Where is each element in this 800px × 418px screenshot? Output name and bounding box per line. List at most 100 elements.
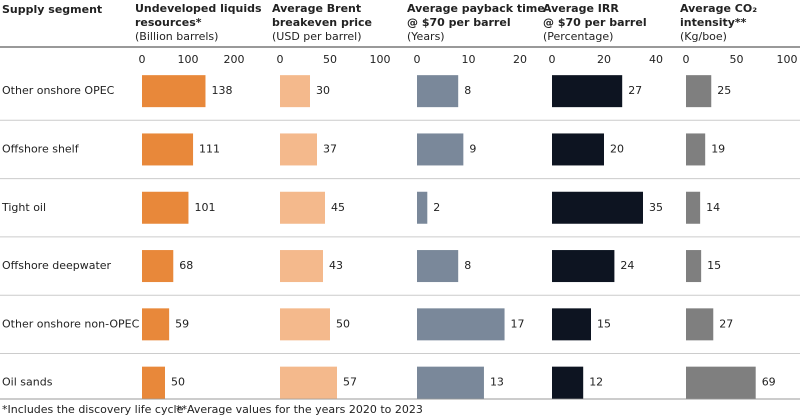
- value-label: 13: [490, 376, 504, 389]
- panel-title: Average IRR @ $70 per barrel: [543, 2, 647, 29]
- x-tick-label: 200: [224, 53, 245, 66]
- bar: [142, 133, 194, 166]
- panel-subtitle: (Billion barrels): [135, 30, 219, 43]
- x-tick-label: 40: [649, 53, 663, 66]
- value-label: 17: [511, 317, 525, 330]
- panel-header: Undeveloped liquids resources* (Billion b…: [135, 2, 262, 44]
- footnote: **Average values for the years 2020 to 2…: [176, 403, 423, 416]
- bar: [417, 191, 428, 224]
- bar: [280, 250, 323, 283]
- bar: [417, 75, 459, 108]
- bar: [552, 75, 623, 108]
- row-label: Tight oil: [1, 201, 46, 214]
- value-label: 50: [171, 376, 185, 389]
- bar: [552, 308, 591, 341]
- row-label: Offshore shelf: [2, 142, 80, 155]
- bar: [142, 366, 165, 399]
- panel-title: Average CO₂ intensity**: [680, 2, 758, 29]
- value-label: 14: [706, 201, 720, 214]
- bar: [142, 308, 170, 341]
- footnote: *Includes the discovery life cycle: [2, 403, 184, 416]
- x-tick-label: 0: [277, 53, 284, 66]
- value-label: 15: [597, 317, 611, 330]
- x-tick-label: 0: [414, 53, 421, 66]
- x-tick-label: 20: [597, 53, 611, 66]
- x-tick-label: 100: [777, 53, 798, 66]
- value-label: 27: [719, 317, 733, 330]
- value-label: 2: [433, 201, 440, 214]
- bar: [142, 250, 174, 283]
- value-label: 138: [211, 84, 232, 97]
- value-label: 15: [707, 259, 721, 272]
- value-label: 50: [336, 317, 350, 330]
- panel-header: Average Brent breakeven price (USD per ba…: [272, 2, 372, 44]
- bar: [417, 133, 464, 166]
- bar: [686, 133, 706, 166]
- panel-title: Average Brent breakeven price: [272, 2, 373, 29]
- value-label: 9: [469, 142, 476, 155]
- bar: [417, 366, 484, 399]
- bar: [686, 308, 714, 341]
- x-tick-label: 0: [139, 53, 146, 66]
- bar: [142, 191, 189, 224]
- bar: [552, 250, 615, 283]
- bar: [280, 133, 317, 166]
- row-label: Other onshore non-OPEC: [2, 317, 140, 330]
- bar: [417, 250, 459, 283]
- bar: [280, 366, 337, 399]
- value-label: 19: [711, 142, 725, 155]
- value-label: 30: [316, 84, 330, 97]
- bar: [552, 133, 604, 166]
- value-label: 8: [464, 84, 471, 97]
- value-label: 59: [175, 317, 189, 330]
- bar: [280, 308, 330, 341]
- panel-header: Average CO₂ intensity** (Kg/boe): [680, 2, 757, 44]
- value-label: 111: [199, 142, 220, 155]
- panel-subtitle: (Kg/boe): [680, 30, 727, 43]
- x-tick-label: 10: [462, 53, 476, 66]
- x-tick-label: 0: [683, 53, 690, 66]
- bar: [280, 75, 310, 108]
- value-label: 20: [610, 142, 624, 155]
- panel-subtitle: (Percentage): [543, 30, 614, 43]
- value-label: 8: [464, 259, 471, 272]
- value-label: 35: [649, 201, 663, 214]
- bar: [686, 191, 701, 224]
- bar: [417, 308, 505, 341]
- row-header: Supply segment: [2, 3, 102, 16]
- value-label: 37: [323, 142, 337, 155]
- bar: [686, 75, 712, 108]
- value-label: 69: [762, 376, 776, 389]
- value-label: 45: [331, 201, 345, 214]
- x-tick-label: 50: [730, 53, 744, 66]
- x-tick-label: 20: [513, 53, 527, 66]
- value-label: 68: [179, 259, 193, 272]
- row-label: Other onshore OPEC: [2, 84, 115, 97]
- x-tick-label: 100: [370, 53, 391, 66]
- x-tick-label: 100: [178, 53, 199, 66]
- value-label: 57: [343, 376, 357, 389]
- bar: [686, 366, 756, 399]
- bar: [552, 366, 584, 399]
- value-label: 24: [620, 259, 634, 272]
- panel-header: Average IRR @ $70 per barrel (Percentage): [543, 2, 647, 44]
- value-label: 27: [628, 84, 642, 97]
- bar: [552, 191, 643, 224]
- panel-subtitle: (USD per barrel): [272, 30, 362, 43]
- panel-subtitle: (Years): [407, 30, 445, 43]
- bar: [142, 75, 206, 108]
- value-label: 25: [717, 84, 731, 97]
- row-label: Oil sands: [2, 376, 53, 389]
- panel-header: Average payback time @ $70 per barrel (Ye…: [407, 2, 545, 44]
- panel-title: Undeveloped liquids resources*: [135, 2, 262, 29]
- row-label: Offshore deepwater: [2, 259, 112, 272]
- value-label: 43: [329, 259, 343, 272]
- x-tick-label: 0: [549, 53, 556, 66]
- value-label: 101: [194, 201, 215, 214]
- bar: [686, 250, 702, 283]
- value-label: 12: [589, 376, 603, 389]
- panel-title: Average payback time @ $70 per barrel: [407, 2, 545, 29]
- bar: [280, 191, 325, 224]
